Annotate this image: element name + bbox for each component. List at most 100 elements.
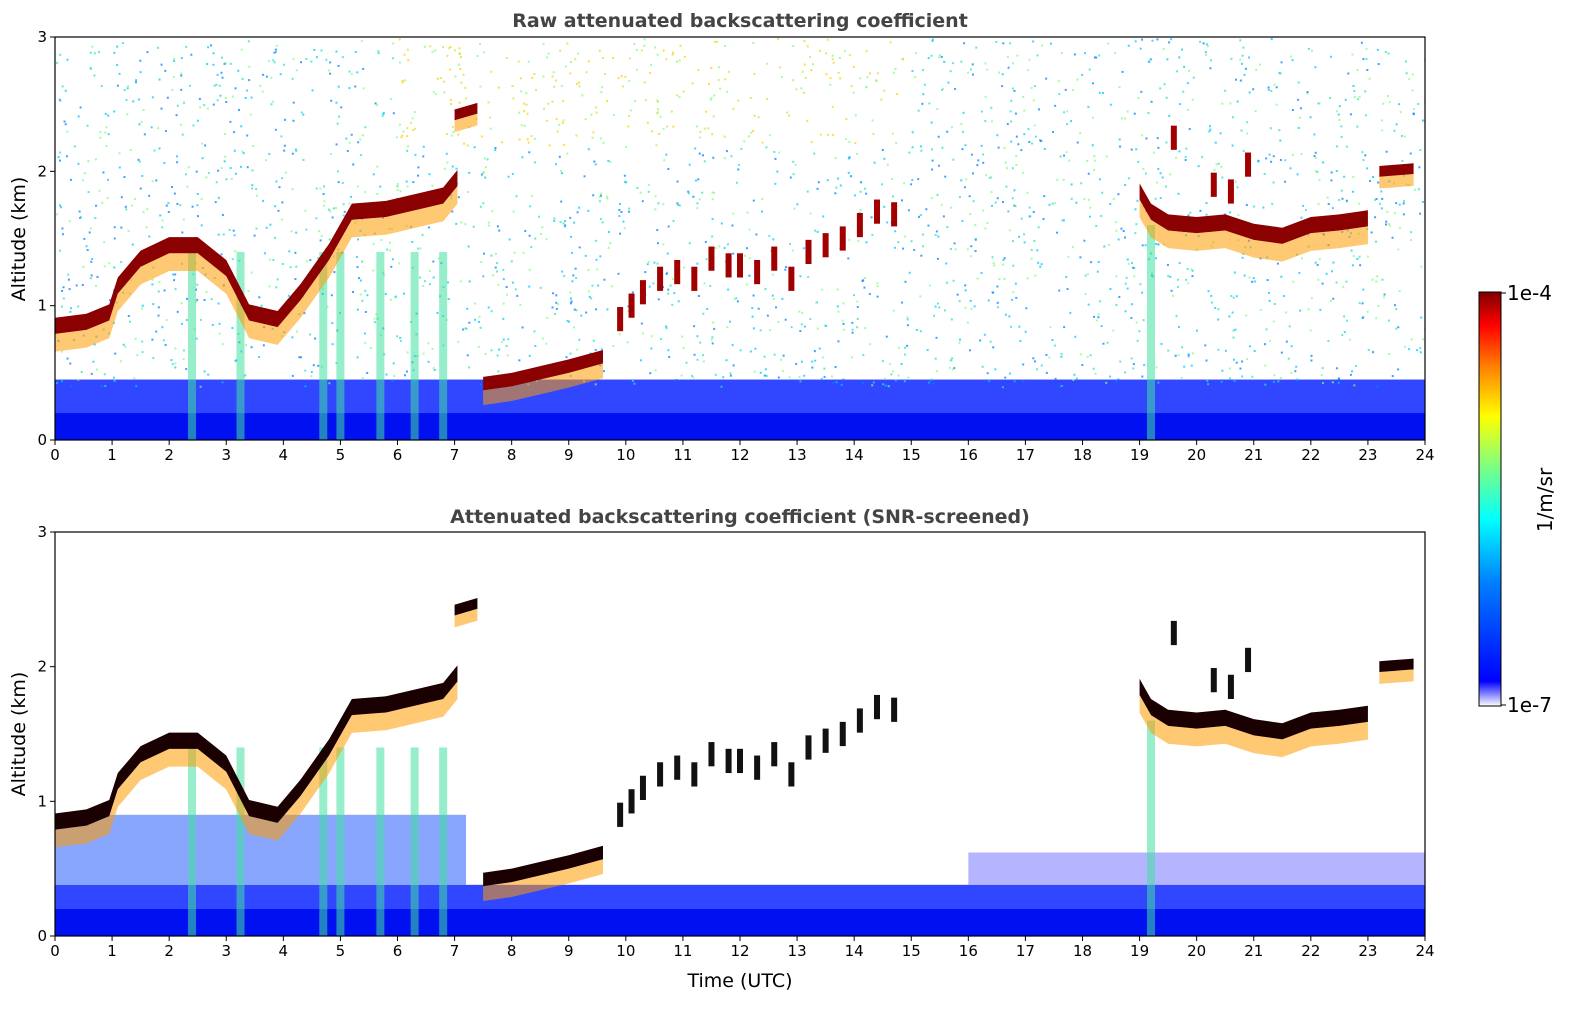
virga-column (336, 251, 345, 440)
noise-speckle (1166, 263, 1169, 266)
noise-speckle (281, 177, 284, 180)
noise-speckle (962, 130, 965, 133)
noise-speckle (1234, 78, 1237, 81)
noise-speckle (83, 237, 86, 240)
noise-speckle (894, 67, 897, 70)
cloud-halo (1379, 174, 1414, 189)
noise-speckle (666, 125, 669, 128)
noise-speckle (139, 187, 142, 190)
noise-speckle (1168, 41, 1171, 44)
noise-speckle (1036, 368, 1039, 371)
noise-speckle (175, 114, 178, 117)
x-tick-label: 9 (564, 942, 574, 960)
noise-speckle (1410, 238, 1413, 241)
noise-speckle (618, 208, 621, 211)
cloud-streak (754, 755, 761, 780)
noise-speckle (273, 51, 276, 54)
noise-speckle (932, 314, 935, 317)
noise-speckle (340, 106, 343, 109)
noise-speckle (826, 38, 829, 41)
noise-speckle (1097, 313, 1100, 316)
noise-speckle (201, 142, 204, 145)
noise-speckle (1264, 364, 1267, 367)
noise-speckle (602, 57, 605, 60)
noise-speckle (602, 370, 605, 373)
noise-speckle (565, 356, 568, 359)
noise-speckle (919, 330, 922, 333)
noise-speckle (1063, 154, 1066, 157)
noise-speckle (1058, 289, 1061, 292)
noise-speckle (1393, 304, 1396, 307)
noise-speckle (770, 249, 773, 252)
noise-speckle (335, 143, 338, 146)
cloud-layer (55, 665, 458, 830)
noise-speckle (1369, 179, 1372, 182)
noise-speckle (757, 307, 760, 310)
noise-speckle (427, 226, 430, 229)
noise-speckle (894, 230, 897, 233)
noise-speckle (1135, 148, 1138, 151)
noise-speckle (291, 77, 294, 80)
noise-speckle (124, 205, 127, 208)
noise-speckle (341, 56, 344, 59)
noise-speckle (752, 199, 755, 202)
noise-speckle (969, 255, 972, 258)
noise-speckle (66, 357, 69, 360)
noise-speckle (272, 59, 275, 62)
noise-speckle (244, 374, 247, 377)
noise-speckle (1161, 176, 1164, 179)
noise-speckle (588, 295, 591, 298)
noise-speckle (564, 65, 567, 68)
noise-speckle (555, 294, 558, 297)
noise-speckle (1330, 179, 1333, 182)
noise-speckle (1329, 299, 1332, 302)
noise-speckle (607, 246, 610, 249)
noise-speckle (361, 134, 364, 137)
noise-speckle (403, 374, 406, 377)
noise-speckle (448, 47, 451, 50)
noise-speckle (120, 261, 123, 264)
noise-speckle (628, 207, 631, 210)
noise-speckle (1388, 352, 1391, 355)
noise-speckle (77, 378, 80, 381)
noise-speckle (975, 46, 978, 49)
noise-speckle (576, 52, 579, 55)
noise-speckle (244, 96, 247, 99)
noise-speckle (1015, 135, 1018, 138)
noise-speckle (707, 127, 710, 130)
noise-speckle (671, 53, 674, 56)
colorbar-min-label: 1e-7 (1507, 693, 1552, 717)
noise-speckle (772, 238, 775, 241)
virga-column (236, 251, 245, 440)
noise-speckle (402, 292, 405, 295)
noise-speckle (782, 354, 785, 357)
noise-speckle (1001, 386, 1004, 389)
noise-speckle (606, 197, 609, 200)
noise-speckle (720, 385, 723, 388)
noise-speckle (325, 58, 328, 61)
noise-speckle (1115, 303, 1118, 306)
noise-speckle (234, 172, 237, 175)
noise-speckle (1205, 43, 1208, 46)
noise-speckle (451, 125, 454, 128)
noise-speckle (943, 60, 946, 63)
noise-speckle (195, 170, 198, 173)
noise-speckle (1309, 329, 1312, 332)
noise-speckle (815, 301, 818, 304)
noise-speckle (487, 221, 490, 224)
noise-speckle (1291, 109, 1294, 112)
noise-speckle (958, 300, 961, 303)
noise-speckle (662, 49, 665, 52)
noise-speckle (1318, 102, 1321, 105)
noise-speckle (578, 85, 581, 88)
noise-speckle (863, 286, 866, 289)
noise-speckle (1269, 339, 1272, 342)
y-tick-label: 0 (37, 927, 47, 945)
noise-speckle (843, 328, 846, 331)
noise-speckle (359, 138, 362, 141)
noise-speckle (639, 191, 642, 194)
noise-speckle (199, 385, 202, 388)
noise-speckle (1063, 326, 1066, 329)
noise-speckle (1358, 202, 1361, 205)
noise-speckle (151, 278, 154, 281)
